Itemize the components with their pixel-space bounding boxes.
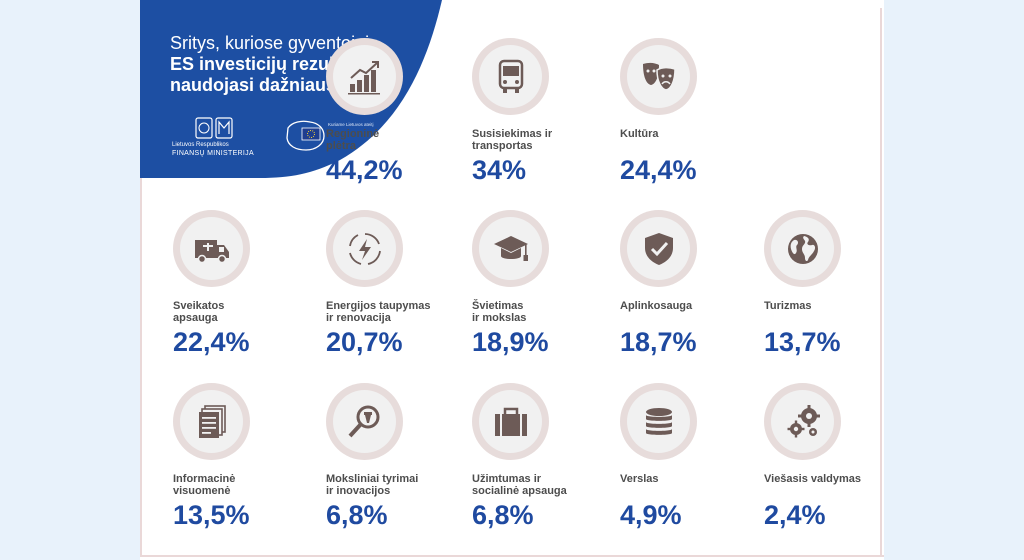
finance-ministry-logo: Lietuvos Respublikos FINANSŲ MINISTERIJA [172, 116, 292, 166]
theater-masks-icon [627, 45, 690, 108]
icon-circle [326, 383, 403, 460]
icon-circle [764, 383, 841, 460]
indicator-value: 13,7% [764, 327, 841, 357]
bus-icon [479, 45, 542, 108]
indicator-value: 18,9% [472, 327, 549, 357]
indicator-label: Susisiekimas ir transportas [472, 128, 553, 152]
indicator-item: Aplinkosauga 18,7% [620, 210, 760, 356]
ministry-emblem-icon [195, 117, 233, 139]
indicator-value: 24,4% [620, 155, 697, 185]
icon-circle [173, 210, 250, 287]
eu-funds-logo: Kuriame Lietuvos ateitį [284, 118, 394, 162]
indicator-item: Verslas 4,9% [620, 383, 760, 529]
icon-circle [472, 38, 549, 115]
indicator-value: 2,4% [764, 500, 826, 530]
documents-icon [180, 390, 243, 453]
indicator-item: Turizmas 13,7% [764, 210, 884, 356]
indicator-item: Sveikatos apsauga 22,4% [173, 210, 313, 356]
indicator-value: 34% [472, 155, 527, 185]
icon-circle [620, 383, 697, 460]
indicator-value: 20,7% [326, 327, 403, 357]
indicator-item: Užimtumas ir socialinė apsauga 6,8% [472, 383, 612, 529]
indicator-item: Informacinė visuomenė 13,5% [173, 383, 313, 529]
icon-circle [764, 210, 841, 287]
ministry-line-1: Lietuvos Respublikos [172, 142, 229, 148]
frame-left-line [140, 8, 142, 556]
indicator-label: Moksliniai tyrimai ir inovacijos [326, 473, 419, 497]
indicator-item: Susisiekimas ir transportas 34% [472, 38, 612, 184]
indicator-label: Verslas [620, 473, 659, 485]
indicator-label: Švietimas ir mokslas [472, 300, 527, 324]
indicator-label: Užimtumas ir socialinė apsauga [472, 473, 567, 497]
indicator-value: 44,2% [326, 155, 403, 185]
icon-circle [472, 383, 549, 460]
indicator-item: Moksliniai tyrimai ir inovacijos 6,8% [326, 383, 466, 529]
icon-circle [472, 210, 549, 287]
icon-circle [326, 210, 403, 287]
indicator-value: 4,9% [620, 500, 682, 530]
indicator-label: Sveikatos apsauga [173, 300, 225, 324]
coins-icon [627, 390, 690, 453]
lithuania-map-eu-flag-icon [286, 120, 325, 151]
indicator-value: 6,8% [472, 500, 534, 530]
indicator-item: Energijos taupymas ir renovacija 20,7% [326, 210, 466, 356]
indicator-value: 13,5% [173, 500, 250, 530]
indicator-value: 6,8% [326, 500, 388, 530]
gears-icon [771, 390, 834, 453]
chart-growth-icon [333, 45, 396, 108]
shield-check-icon [627, 217, 690, 280]
indicator-label: Viešasis valdymas [764, 473, 862, 485]
ministry-line-2: FINANSŲ MINISTERIJA [172, 150, 254, 157]
indicator-label: Regioninė plėtra [326, 128, 380, 152]
indicator-label: Aplinkosauga [620, 300, 693, 312]
energy-icon [333, 217, 396, 280]
title-line-1: Sritys, kuriose gyventojai [170, 33, 370, 53]
ambulance-icon [180, 217, 243, 280]
icon-circle [326, 38, 403, 115]
frame-right-line [880, 8, 882, 556]
indicator-item: Regioninė plėtra 44,2% [326, 38, 466, 184]
globe-icon [771, 217, 834, 280]
icon-circle [173, 383, 250, 460]
left-background-band [0, 0, 140, 560]
eu-logo-text: Kuriame Lietuvos ateitį [328, 122, 374, 127]
indicator-item: Kultūra 24,4% [620, 38, 760, 184]
indicator-item: Švietimas ir mokslas 18,9% [472, 210, 612, 356]
icon-circle [620, 210, 697, 287]
magnifier-icon [333, 390, 396, 453]
graduation-cap-icon [479, 217, 542, 280]
right-background-band [884, 0, 1024, 560]
infographic-sheet: Sritys, kuriose gyventojai ES investicij… [140, 0, 884, 560]
title-line-3: naudojasi dažniausiai [170, 75, 357, 95]
indicator-label: Energijos taupymas ir renovacija [326, 300, 431, 324]
indicator-item: Viešasis valdymas 2,4% [764, 383, 884, 529]
icon-circle [620, 38, 697, 115]
indicator-label: Informacinė visuomenė [173, 473, 236, 497]
briefcase-icon [479, 390, 542, 453]
indicator-value: 22,4% [173, 327, 250, 357]
frame-bottom-line [140, 555, 884, 557]
indicator-label: Kultūra [620, 128, 659, 140]
indicator-value: 18,7% [620, 327, 697, 357]
indicator-label: Turizmas [764, 300, 812, 312]
